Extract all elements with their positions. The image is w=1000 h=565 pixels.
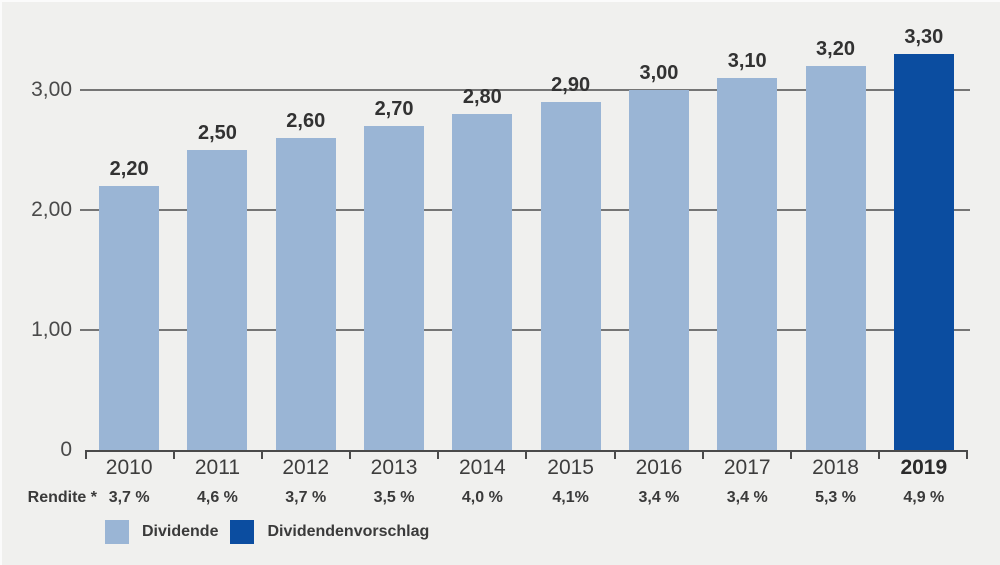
bar-2014 bbox=[452, 114, 513, 450]
year-label-2018: 2018 bbox=[812, 456, 859, 479]
year-label-2017: 2017 bbox=[723, 456, 771, 479]
gridline-3,00 bbox=[80, 89, 970, 91]
bar-value-label: 2,90 bbox=[551, 74, 591, 96]
bar-value-label: 3,30 bbox=[904, 26, 944, 48]
year-label-2013: 2013 bbox=[370, 456, 418, 479]
rendite-value-2018: 5,3 % bbox=[815, 489, 856, 506]
rendite-value-2013: 3,5 % bbox=[373, 489, 415, 506]
bar-value-label: 2,70 bbox=[374, 98, 414, 120]
y-tick-label: 1,00 bbox=[31, 318, 72, 341]
x-axis-tick bbox=[173, 452, 261, 459]
bar-2012 bbox=[275, 138, 336, 450]
rendite-value-2012: 3,7 % bbox=[285, 489, 327, 506]
x-axis-tick bbox=[85, 452, 173, 459]
x-axis-line bbox=[85, 450, 968, 459]
legend-label-dividende: Dividende bbox=[142, 523, 219, 540]
x-axis-tick bbox=[877, 452, 966, 459]
dividendenvorschlag-color-swatch bbox=[230, 520, 255, 544]
x-axis-tick bbox=[613, 452, 702, 459]
bar-2017 bbox=[717, 78, 778, 450]
rendite-value-2015: 4,1% bbox=[552, 489, 589, 506]
x-axis-tick bbox=[789, 452, 878, 459]
x-axis-tick bbox=[701, 452, 790, 459]
bar-group-2013: 2,70 bbox=[350, 24, 438, 450]
bar-value-label: 3,00 bbox=[639, 62, 679, 84]
bar-value-label: 3,10 bbox=[727, 50, 767, 72]
rendite-value-2010: 3,7 % bbox=[108, 489, 150, 506]
bar-group-2019: 3,30 bbox=[880, 24, 968, 450]
bar-group-2015: 2,90 bbox=[526, 24, 614, 450]
bar-group-2011: 2,50 bbox=[173, 24, 261, 450]
year-label-2011: 2011 bbox=[194, 456, 241, 479]
bar-group-2016: 3,00 bbox=[615, 24, 703, 450]
gridline-2,00 bbox=[80, 209, 970, 211]
year-label-2010: 2010 bbox=[105, 456, 153, 479]
y-axis-labels: 0 1,00 2,00 3,00 bbox=[0, 0, 72, 565]
bar-2019 bbox=[893, 54, 954, 450]
bar-value-label: 2,80 bbox=[462, 86, 502, 108]
year-label-2019: 2019 bbox=[900, 456, 948, 479]
bar-2011 bbox=[187, 150, 248, 450]
year-label-2012: 2012 bbox=[282, 456, 330, 479]
x-axis-tick bbox=[261, 452, 349, 459]
bar-value-label: 3,20 bbox=[816, 38, 855, 60]
bar-value-label: 2,20 bbox=[109, 158, 149, 180]
rendite-value-2019: 4,9 % bbox=[903, 489, 945, 506]
y-tick-label: 2,00 bbox=[31, 198, 72, 221]
legend: Dividende Dividendenvorschlag bbox=[105, 520, 429, 544]
bar-value-label: 2,50 bbox=[197, 122, 237, 144]
gridline-1,00 bbox=[80, 329, 970, 331]
bar-2013 bbox=[364, 126, 425, 450]
y-tick-label: 3,00 bbox=[31, 78, 72, 101]
plot-area: 2,20 2,50 2,60 2,70 2,80 2,90 3,00 3,10 3,20 3,30 bbox=[85, 24, 968, 450]
year-label-2016: 2016 bbox=[635, 456, 683, 479]
bar-group-2018: 3,20 bbox=[791, 24, 879, 450]
x-axis-tick bbox=[437, 452, 525, 459]
bar-group-2012: 2,60 bbox=[262, 24, 350, 450]
rendite-row: 3,7 % 4,6 % 3,7 % 3,5 % 4,0 % 4,1% 3,4 % 3,4 % 5… bbox=[85, 489, 968, 507]
y-tick-label: 0 bbox=[60, 438, 72, 461]
bar-2015 bbox=[540, 102, 601, 450]
bar-2018 bbox=[805, 66, 866, 450]
x-axis-tick bbox=[349, 452, 437, 459]
legend-item-dividendenvorschlag: Dividendenvorschlag bbox=[230, 520, 429, 544]
rendite-value-2014: 4,0 % bbox=[461, 489, 503, 506]
bar-group-2010: 2,20 bbox=[85, 24, 173, 450]
rendite-row-label: Rendite * bbox=[27, 489, 97, 506]
legend-label-dividendenvorschlag: Dividendenvorschlag bbox=[267, 523, 430, 540]
year-label-2014: 2014 bbox=[458, 456, 506, 479]
legend-item-dividende: Dividende bbox=[105, 520, 218, 544]
bar-2010 bbox=[99, 186, 160, 450]
rendite-value-2011: 4,6 % bbox=[196, 489, 238, 506]
dividende-color-swatch bbox=[105, 520, 129, 544]
bar-group-2017: 3,10 bbox=[703, 24, 791, 450]
bar-2016 bbox=[628, 90, 689, 450]
rendite-value-2016: 3,4 % bbox=[638, 489, 680, 506]
bar-group-2014: 2,80 bbox=[438, 24, 526, 450]
x-axis-year-labels: 2010 2011 2012 2013 2014 2015 2016 2017 2018 2019 bbox=[85, 456, 968, 480]
rendite-value-2017: 3,4 % bbox=[726, 489, 768, 506]
x-axis-tick bbox=[525, 452, 613, 459]
year-label-2015: 2015 bbox=[547, 456, 594, 479]
bar-value-label: 2,60 bbox=[286, 110, 326, 132]
